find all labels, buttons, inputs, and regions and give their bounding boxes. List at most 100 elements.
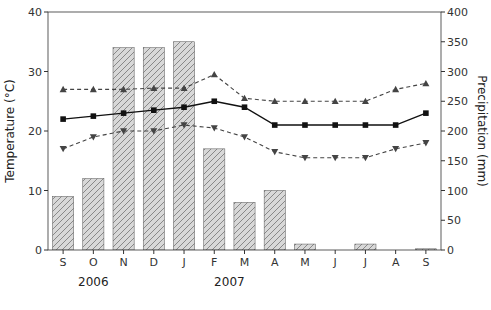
tick (93, 250, 94, 254)
marker (60, 146, 67, 152)
bar (173, 42, 194, 250)
marker (393, 122, 399, 128)
tick-label: 200 (447, 125, 468, 138)
marker (151, 107, 157, 113)
tick-label: J (363, 256, 367, 269)
tick (365, 250, 366, 254)
line (63, 101, 426, 125)
marker (332, 155, 339, 161)
tick-label: 30 (28, 66, 42, 79)
tick (441, 41, 445, 42)
tick-label: J (181, 256, 185, 269)
marker (90, 86, 97, 92)
tick-label: 300 (447, 66, 468, 79)
tick-label: O (89, 256, 98, 269)
marker (211, 98, 217, 104)
marker (241, 134, 248, 140)
tick-label: 350 (447, 36, 468, 49)
marker (423, 110, 429, 116)
tick-label: D (150, 256, 158, 269)
tick-label: S (422, 256, 429, 269)
tick (441, 131, 445, 132)
bar (113, 48, 134, 250)
marker (242, 104, 248, 110)
marker (121, 110, 127, 116)
tick-label: 400 (447, 6, 468, 19)
bar (294, 244, 315, 250)
marker (90, 134, 97, 140)
tick (153, 250, 154, 254)
bar (83, 179, 104, 250)
marker (422, 80, 429, 86)
marker (181, 85, 188, 91)
tick (44, 250, 48, 251)
marker (60, 86, 67, 92)
tick (184, 250, 185, 254)
tick-label: N (119, 256, 127, 269)
tick (441, 71, 445, 72)
tick-label: A (392, 256, 400, 269)
bar (143, 48, 164, 250)
tick-label: 20 (28, 125, 42, 138)
marker (392, 86, 399, 92)
marker (211, 125, 218, 131)
tick (441, 220, 445, 221)
tick (395, 250, 396, 254)
tick-label: 250 (447, 95, 468, 108)
plot-area (53, 42, 437, 250)
marker (181, 104, 187, 110)
tick (44, 131, 48, 132)
marker (120, 128, 127, 134)
bar (355, 244, 376, 250)
line (63, 74, 426, 101)
marker (120, 86, 127, 92)
plot-frame (48, 12, 441, 250)
tick-label: 150 (447, 155, 468, 168)
marker (362, 155, 369, 161)
tick (441, 190, 445, 191)
tick (44, 190, 48, 191)
annotation: 2007 (214, 275, 245, 289)
marker (363, 122, 369, 128)
marker (150, 128, 157, 134)
axis-label: Precipitation (mm) (475, 75, 489, 187)
marker (181, 122, 188, 128)
tick-label: J (333, 256, 337, 269)
tick (44, 12, 48, 13)
tick-label: M (300, 256, 310, 269)
tick (214, 250, 215, 254)
tick-label: 0 (35, 244, 42, 257)
tick-label: F (211, 256, 217, 269)
tick-label: 10 (28, 185, 42, 198)
line (63, 125, 426, 158)
tick-label: M (240, 256, 250, 269)
marker (301, 98, 308, 104)
marker (150, 85, 157, 91)
tick (441, 12, 445, 13)
marker (271, 98, 278, 104)
marker (332, 122, 338, 128)
tick (274, 250, 275, 254)
bar (264, 191, 285, 251)
tick (44, 71, 48, 72)
marker (332, 98, 339, 104)
tick-label: 40 (28, 6, 42, 19)
tick (441, 250, 445, 251)
tick (441, 101, 445, 102)
tick (304, 250, 305, 254)
marker (60, 116, 66, 122)
marker (362, 98, 369, 104)
annotation: 2006 (78, 275, 109, 289)
bar (53, 196, 74, 250)
marker (271, 149, 278, 155)
chart: 010203040050100150200250300350400SONDJFM… (0, 0, 491, 310)
bar (204, 149, 225, 250)
marker (272, 122, 278, 128)
tick (63, 250, 64, 254)
marker (91, 113, 97, 119)
marker (392, 146, 399, 152)
tick-label: 100 (447, 185, 468, 198)
tick (425, 250, 426, 254)
tick-label: S (60, 256, 67, 269)
marker (211, 71, 218, 77)
